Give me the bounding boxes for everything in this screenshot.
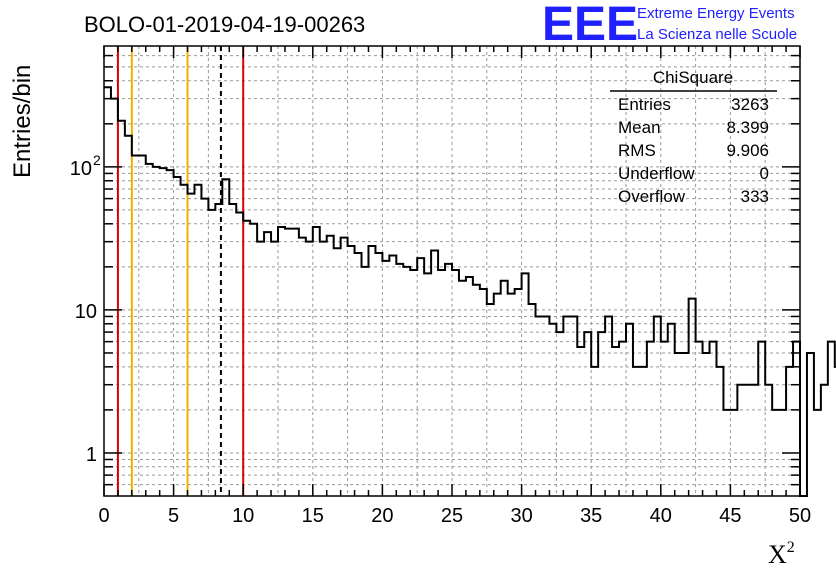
x-tick-label: 40 xyxy=(650,505,672,527)
chart-title: BOLO-01-2019-04-19-00263 xyxy=(84,12,365,37)
y-tick-label-exponent: 2 xyxy=(93,152,101,168)
stats-row-value: 333 xyxy=(741,187,769,206)
x-tick-labels: 0 5 10 15 20 25 30 35 40 45 50 xyxy=(98,505,811,527)
x-tick-label: 25 xyxy=(441,505,463,527)
stats-title: ChiSquare xyxy=(653,68,733,87)
axis-ticks xyxy=(103,46,801,496)
x-axis-label: X2 xyxy=(768,539,795,569)
stats-row-label: Overflow xyxy=(618,187,686,206)
histogram-line xyxy=(104,86,836,497)
y-tick-label: 10 xyxy=(70,158,92,180)
stats-row-value: 0 xyxy=(760,164,769,183)
stats-rows: Entries 3263 Mean 8.399 RMS 9.906 Underflow 0 Ov… xyxy=(618,95,769,206)
stats-row-label: Mean xyxy=(618,118,661,137)
logo-line-1: Extreme Energy Events xyxy=(637,5,795,22)
reference-lines xyxy=(116,46,245,496)
x-tick-label: 0 xyxy=(98,505,109,527)
stats-row-label: RMS xyxy=(618,141,656,160)
y-tick-label: 1 xyxy=(86,444,97,466)
x-tick-label: 20 xyxy=(371,505,393,527)
x-tick-label: 10 xyxy=(232,505,254,527)
stats-row-value: 3263 xyxy=(731,95,769,114)
x-tick-label: 35 xyxy=(580,505,602,527)
x-tick-label: 50 xyxy=(789,505,811,527)
y-tick-label: 10 xyxy=(75,301,97,323)
stats-row-label: Entries xyxy=(618,95,671,114)
x-tick-label: 5 xyxy=(168,505,179,527)
stats-row-label: Underflow xyxy=(618,164,695,183)
y-axis-label: Entries/bin xyxy=(9,65,36,178)
stats-row-value: 8.399 xyxy=(726,118,769,137)
stats-row-value: 9.906 xyxy=(726,141,769,160)
logo-letters: EEE xyxy=(542,0,638,51)
x-tick-label: 45 xyxy=(719,505,741,527)
x-tick-label: 15 xyxy=(302,505,324,527)
x-tick-label: 30 xyxy=(510,505,532,527)
stats-box: ChiSquare Entries 3263 Mean 8.399 RMS 9.906 Un… xyxy=(610,68,777,206)
eee-logo: EEE Extreme Energy Events La Scienza nel… xyxy=(542,0,797,51)
logo-line-2: La Scienza nelle Scuole xyxy=(637,26,797,43)
